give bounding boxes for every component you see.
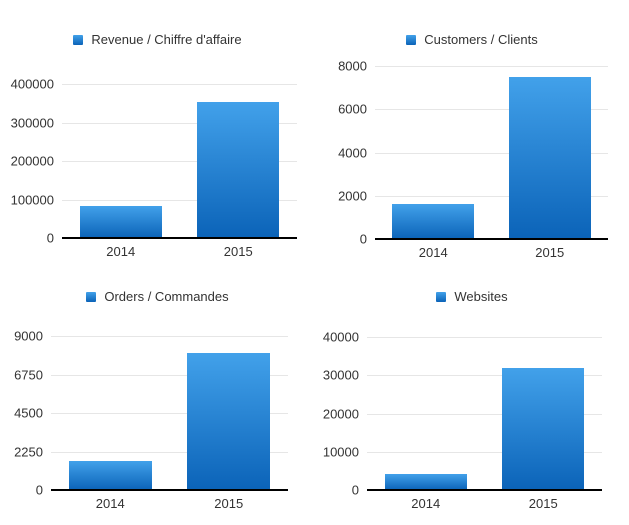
- gridline: [51, 413, 288, 414]
- y-axis-label: 0: [46, 230, 54, 246]
- gridline: [367, 337, 602, 338]
- y-axis-label: 100000: [10, 192, 54, 207]
- y-axis-label: 6000: [338, 101, 367, 117]
- gridline: [51, 336, 288, 337]
- bar-2014[interactable]: [79, 206, 162, 238]
- x-axis-label: 2014: [106, 244, 136, 259]
- bar-2014[interactable]: [392, 204, 475, 239]
- y-axis-label: 2250: [14, 444, 43, 459]
- legend-swatch-icon: [406, 34, 417, 45]
- x-axis-line: [375, 238, 608, 240]
- x-axis-label: 2014: [411, 496, 441, 511]
- y-axis-label: 10000: [322, 444, 359, 460]
- gridline: [62, 122, 297, 124]
- chart-orders: Orders / Commandes 0 2250 4500 6750 9000 2014 2…: [0, 263, 315, 525]
- y-axis-label: 0: [359, 231, 367, 247]
- x-axis-label: 2014: [418, 245, 448, 260]
- y-axis-label: 4000: [338, 145, 367, 160]
- y-axis-label: 4500: [14, 405, 43, 421]
- plot-area: 0 2000 4000 6000 8000 2014 2015: [338, 60, 608, 259]
- plot-area: 0 2250 4500 6750 9000 2014 2015: [14, 330, 288, 510]
- y-axis-label: 6750: [14, 367, 43, 382]
- bar-2015[interactable]: [197, 102, 280, 238]
- legend-swatch-icon: [73, 34, 84, 45]
- x-axis-label: 2015: [528, 496, 558, 511]
- gridline: [62, 199, 297, 201]
- legend-swatch-icon: [86, 291, 97, 302]
- y-axis-label: 0: [35, 482, 43, 498]
- gridline: [375, 109, 608, 111]
- y-axis-label: 300000: [10, 115, 54, 130]
- gridline: [51, 451, 288, 453]
- y-axis-label: 8000: [338, 58, 367, 74]
- legend-swatch-icon: [436, 291, 447, 302]
- y-axis-label: 40000: [322, 329, 359, 345]
- gridline: [367, 451, 602, 453]
- gridline: [62, 161, 297, 162]
- bar-2014[interactable]: [68, 460, 152, 490]
- x-axis-label: 2015: [223, 244, 253, 259]
- legend-label: Customers / Clients: [424, 32, 538, 47]
- gridline: [367, 413, 602, 415]
- gridline: [62, 84, 297, 85]
- chart-customers: Customers / Clients 0 2000 4000 6000 8000 2014…: [315, 0, 629, 263]
- y-axis-label: 30000: [322, 367, 359, 383]
- bar-2015[interactable]: [508, 76, 591, 239]
- y-axis-label: 20000: [322, 406, 359, 421]
- chart-revenue: Revenue / Chiffre d'affaire 0 100000 200000…: [0, 0, 315, 263]
- chart-legend: Orders / Commandes: [0, 290, 315, 303]
- x-axis-label: 2015: [214, 496, 244, 511]
- gridline: [51, 374, 288, 376]
- y-axis-label: 400000: [10, 76, 54, 92]
- bar-2015[interactable]: [502, 367, 585, 490]
- legend-label: Websites: [454, 289, 508, 304]
- y-axis-label: 200000: [10, 153, 54, 169]
- bar-2015[interactable]: [187, 353, 271, 490]
- plot-area: 0 10000 20000 30000 40000 2014 2015: [323, 331, 602, 510]
- x-axis-line: [367, 489, 602, 491]
- chart-legend: Websites: [315, 290, 629, 303]
- gridline: [367, 375, 602, 377]
- legend-label: Revenue / Chiffre d'affaire: [91, 32, 242, 47]
- chart-legend: Revenue / Chiffre d'affaire: [0, 33, 315, 46]
- y-axis-label: 0: [351, 482, 359, 498]
- y-axis-label: 9000: [14, 328, 43, 344]
- legend-label: Orders / Commandes: [104, 289, 229, 304]
- chart-websites: Websites 0 10000 20000 30000 40000 2014 2015: [315, 263, 629, 525]
- y-axis-label: 2000: [338, 188, 367, 204]
- gridline: [375, 152, 608, 154]
- bar-2014[interactable]: [384, 473, 467, 490]
- x-axis-label: 2014: [95, 496, 125, 511]
- x-axis-line: [62, 237, 297, 239]
- x-axis-line: [51, 489, 288, 491]
- gridline: [375, 66, 608, 67]
- x-axis-label: 2015: [535, 245, 565, 260]
- chart-legend: Customers / Clients: [315, 33, 629, 46]
- plot-area: 0 100000 200000 300000 400000 2014 2015: [11, 78, 297, 258]
- gridline: [375, 195, 608, 197]
